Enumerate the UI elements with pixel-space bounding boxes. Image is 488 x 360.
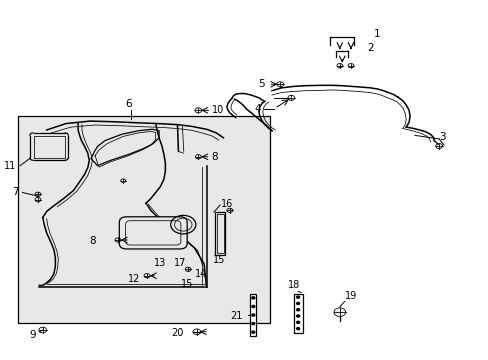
Bar	[214, 212, 225, 255]
Text: 8: 8	[211, 152, 218, 162]
Bar	[250, 294, 256, 337]
Circle shape	[251, 314, 254, 316]
Circle shape	[251, 305, 254, 307]
Circle shape	[296, 315, 299, 317]
Circle shape	[296, 296, 299, 298]
Text: 15: 15	[213, 255, 225, 265]
Circle shape	[251, 323, 254, 325]
FancyBboxPatch shape	[125, 221, 181, 245]
Circle shape	[296, 328, 299, 330]
Text: 20: 20	[171, 328, 183, 338]
Text: 11: 11	[4, 161, 17, 171]
Text: 6: 6	[125, 99, 132, 109]
Circle shape	[251, 331, 254, 333]
Circle shape	[296, 302, 299, 305]
Text: 19: 19	[344, 291, 356, 301]
Text: 3: 3	[438, 132, 445, 142]
Circle shape	[296, 321, 299, 323]
Text: 12: 12	[128, 274, 140, 284]
Text: 15: 15	[181, 279, 193, 289]
Text: 17: 17	[173, 258, 185, 268]
Text: 21: 21	[230, 311, 243, 321]
Text: 1: 1	[373, 28, 380, 39]
Text: 18: 18	[287, 280, 299, 290]
Bar	[216, 214, 223, 253]
Bar	[293, 294, 302, 333]
Text: 7: 7	[12, 187, 19, 197]
Circle shape	[251, 297, 254, 299]
Text: 4: 4	[254, 104, 261, 113]
Text: 13: 13	[154, 258, 166, 268]
Bar	[18, 116, 269, 323]
Text: 9: 9	[30, 330, 36, 341]
Text: 14: 14	[195, 269, 207, 279]
Text: 5: 5	[258, 79, 264, 89]
Circle shape	[296, 309, 299, 311]
Text: 8: 8	[89, 237, 96, 247]
Text: 2: 2	[366, 43, 373, 53]
Text: 10: 10	[212, 105, 224, 115]
FancyBboxPatch shape	[119, 217, 187, 249]
Text: 16: 16	[221, 199, 233, 209]
